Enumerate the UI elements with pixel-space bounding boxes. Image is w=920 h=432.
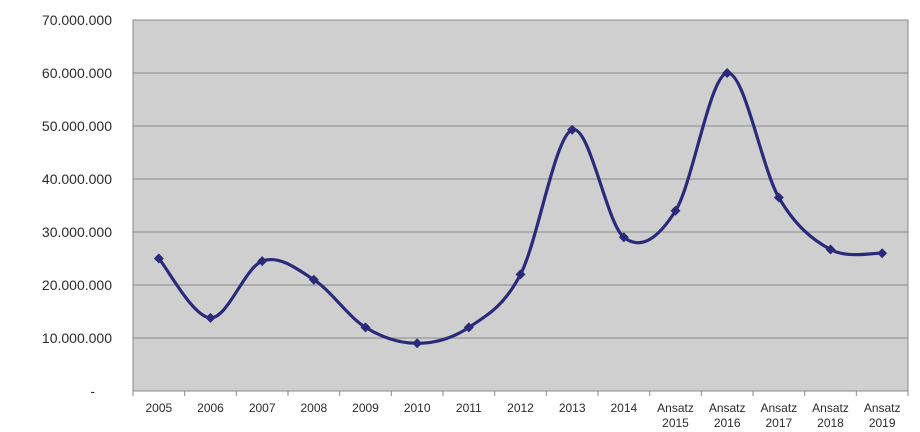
y-tick-label: 20.000.000: [42, 277, 112, 293]
y-axis-tick-labels: - 10.000.000 20.000.000 30.000.000 40.000.00…: [42, 12, 112, 399]
x-tick-label: 2008: [300, 401, 327, 415]
data-point-marker: [515, 269, 526, 280]
x-tick-label: 2012: [507, 401, 534, 415]
x-tick-label: 2007: [249, 401, 276, 415]
plot-area: [132, 19, 909, 392]
data-point-marker: [773, 192, 784, 203]
x-tick-label: 2011: [456, 401, 482, 415]
data-point-marker: [670, 205, 681, 216]
x-tick-label: 2009: [352, 401, 379, 415]
y-tick-label: 60.000.000: [42, 65, 112, 81]
x-axis-tick-labels: 2005 2006 2007 2008 2009 2010 2011 2012 2013 2014…: [145, 401, 900, 430]
x-tick-label: Ansatz 2017: [760, 401, 797, 430]
data-point-marker: [308, 274, 319, 285]
y-tick-label: 70.000.000: [42, 12, 112, 28]
data-point-marker: [618, 232, 629, 243]
y-tick-label: 10.000.000: [42, 330, 112, 346]
x-tick-label: 2013: [559, 401, 586, 415]
y-tick-label: 30.000.000: [42, 224, 112, 240]
x-tick-label: Ansatz 2018: [812, 401, 849, 430]
x-tick-label: 2005: [145, 401, 172, 415]
data-point-marker: [877, 248, 888, 259]
x-tick-label: Ansatz 2019: [864, 401, 901, 430]
y-tick-label: 40.000.000: [42, 171, 112, 187]
data-point-marker: [567, 124, 578, 135]
data-markers: [153, 68, 888, 349]
y-tick-label: 50.000.000: [42, 118, 112, 134]
data-point-marker: [825, 244, 836, 255]
x-tick-label: Ansatz 2016: [709, 401, 746, 430]
series-line: [157, 71, 883, 345]
data-point-marker: [205, 312, 216, 323]
x-tick-label: Ansatz 2015: [657, 401, 694, 430]
x-tick-label: 2010: [404, 401, 431, 415]
x-tick-label: 2014: [610, 401, 637, 415]
y-tick-label: -: [90, 383, 95, 399]
data-point-marker: [463, 322, 474, 333]
data-point-marker: [257, 256, 268, 267]
gridlines: [132, 19, 909, 396]
x-tick-label: 2006: [197, 401, 224, 415]
data-point-marker: [360, 322, 371, 333]
data-point-marker: [412, 338, 423, 349]
data-point-marker: [153, 253, 164, 264]
data-point-marker: [722, 68, 733, 78]
